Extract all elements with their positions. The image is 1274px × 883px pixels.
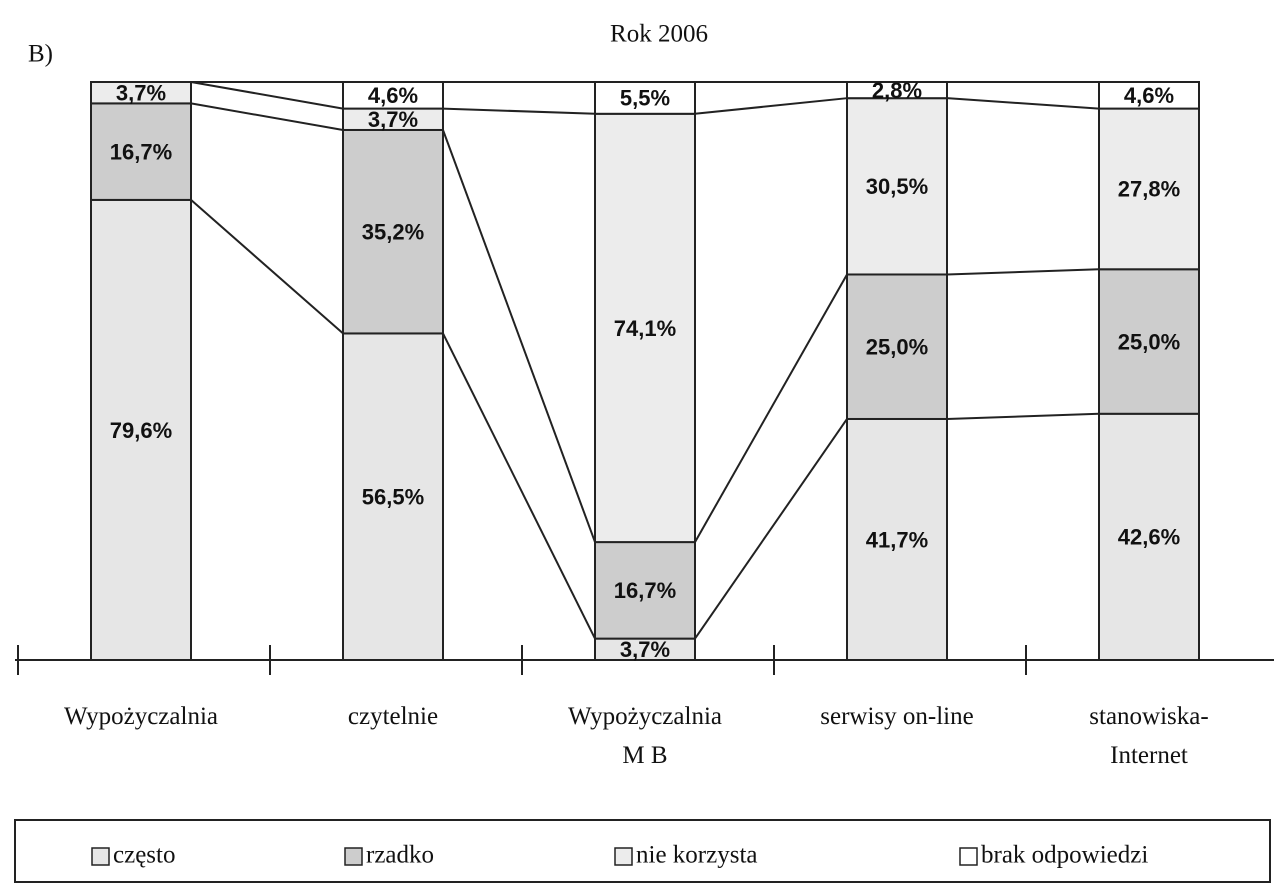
legend-label: nie korzysta: [636, 842, 757, 869]
x-tick-label: Wypożyczalnia M B: [568, 703, 722, 769]
connector: [694, 418, 848, 640]
x-tick-label: Wypożyczalnia: [64, 703, 218, 730]
bar-segment: [846, 273, 948, 420]
bar-segment: [846, 97, 948, 276]
value-label: 16,7%: [614, 578, 676, 603]
value-label: 3,7%: [368, 107, 418, 132]
connector: [190, 81, 344, 110]
connector: [946, 268, 1100, 276]
x-tick-label: stanowiska-Internet: [1089, 703, 1208, 769]
bar-segment: [1098, 412, 1200, 661]
bar-segment: [594, 112, 696, 544]
legend-label: rzadko: [366, 842, 434, 869]
legend-swatch: [344, 847, 363, 866]
bar-segment: [90, 102, 192, 201]
bar-segment: [342, 332, 444, 661]
value-label: 25,0%: [1118, 329, 1180, 354]
value-label: 25,0%: [866, 335, 928, 360]
bar-segment: [1098, 81, 1200, 110]
legend-swatch: [614, 847, 633, 866]
connector: [946, 412, 1100, 420]
panel-label: B): [28, 41, 53, 68]
value-label: 41,7%: [866, 527, 928, 552]
value-label: 4,6%: [368, 83, 418, 108]
value-label: 56,5%: [362, 485, 424, 510]
connector: [946, 97, 1100, 110]
value-label: 79,6%: [110, 418, 172, 443]
bar-segment: [342, 128, 444, 335]
value-label: 74,1%: [614, 316, 676, 341]
connector: [190, 102, 344, 131]
value-label: 3,7%: [620, 637, 670, 662]
connector: [442, 332, 596, 640]
bar-segment: [846, 81, 948, 100]
legend-label: brak odpowiedzi: [981, 842, 1148, 869]
bar-segment: [342, 81, 444, 110]
value-label: 2,8%: [872, 78, 922, 103]
connector: [442, 129, 596, 543]
value-label: 27,8%: [1118, 177, 1180, 202]
legend-label: często: [113, 842, 175, 869]
value-label: 4,6%: [1124, 83, 1174, 108]
bar-segment: [594, 81, 696, 115]
legend-swatch: [959, 847, 978, 866]
connector: [190, 199, 344, 335]
value-label: 42,6%: [1118, 525, 1180, 550]
value-label: 16,7%: [110, 139, 172, 164]
value-label: 35,2%: [362, 220, 424, 245]
bar-segment: [1098, 268, 1200, 415]
connector: [694, 97, 848, 115]
value-label: 3,7%: [116, 81, 166, 106]
bar-segment: [594, 541, 696, 640]
x-tick-label: serwisy on-line: [820, 703, 973, 730]
connector: [694, 273, 848, 543]
bar-segment: [90, 81, 192, 105]
value-label: 30,5%: [866, 174, 928, 199]
chart-title: Rok 2006: [610, 21, 708, 48]
legend-box: [14, 819, 1271, 883]
x-tick-label: czytelnie: [348, 703, 438, 730]
value-label: 5,5%: [620, 86, 670, 111]
bar-segment: [1098, 107, 1200, 271]
connector: [442, 107, 596, 115]
legend-swatch: [91, 847, 110, 866]
